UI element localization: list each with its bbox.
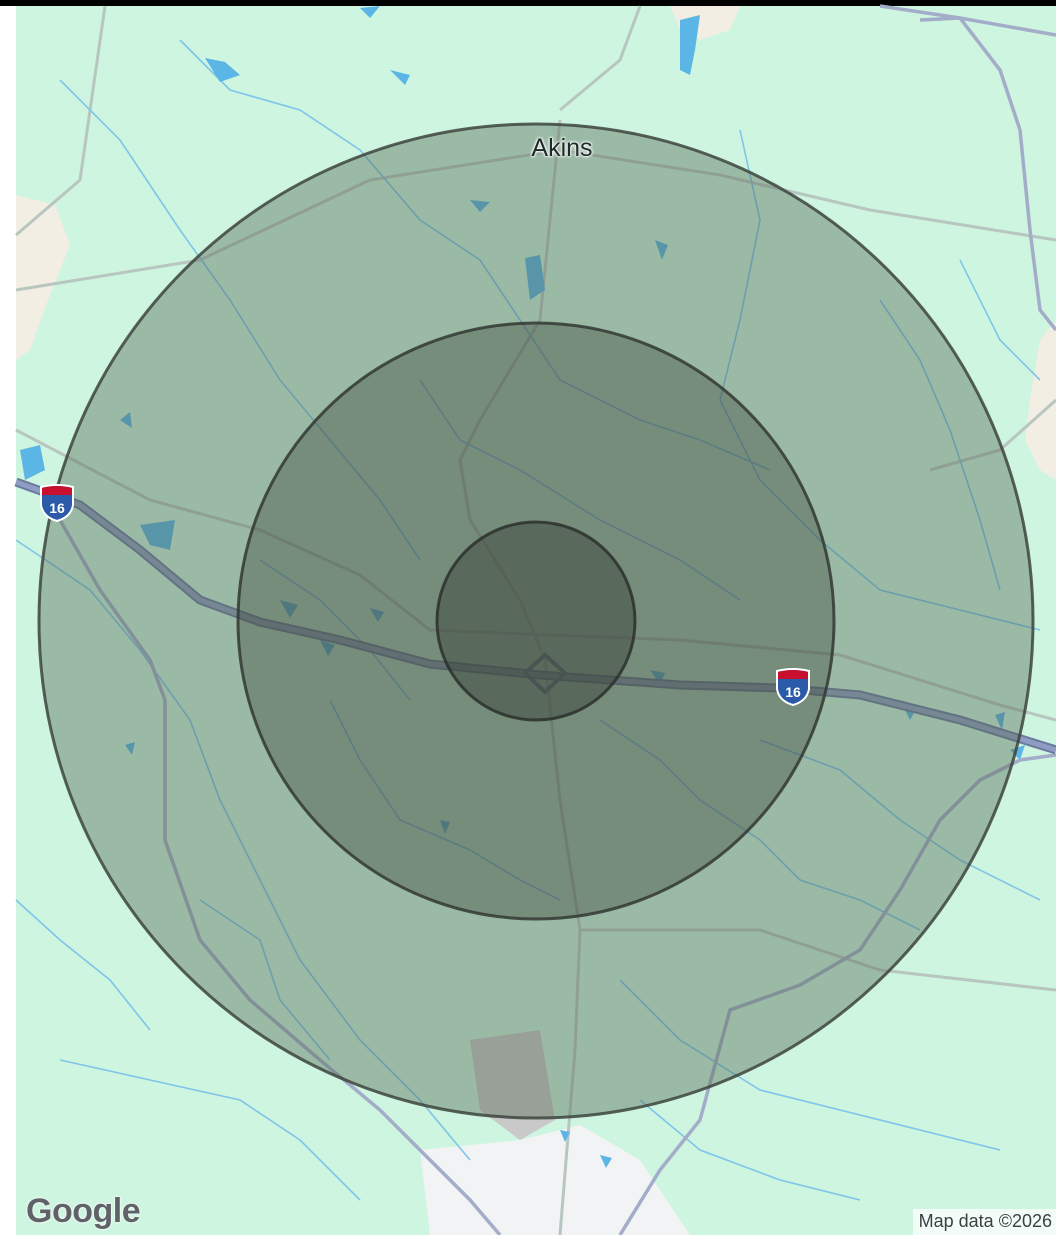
outer-radius-ring[interactable] — [37, 122, 1035, 1120]
state-highways — [58, 4, 1056, 1235]
urban-area — [420, 1125, 690, 1235]
interstate-16[interactable] — [15, 479, 1056, 753]
place-label-akins[interactable]: Akins — [531, 134, 593, 162]
map-attribution[interactable]: Map data ©2026 — [912, 1209, 1056, 1235]
shield-route-label: 16 — [785, 684, 801, 700]
minor-roads — [15, 5, 1056, 1235]
terrain-patch — [16, 195, 70, 360]
interstate-shield-icon: 16 — [776, 668, 810, 707]
streams — [15, 39, 1041, 1201]
middle-radius-ring[interactable] — [236, 321, 836, 921]
terrain-patch — [1025, 320, 1056, 480]
google-logo: Google — [26, 1192, 141, 1230]
inner-radius-ring[interactable] — [435, 520, 637, 722]
urban-area — [470, 1030, 555, 1140]
shield-route-label: 16 — [49, 500, 65, 516]
top-border — [0, 0, 1056, 6]
left-edge — [0, 6, 16, 1235]
interchange-icon — [522, 652, 568, 695]
interstate-shield-icon: 16 — [40, 484, 74, 523]
